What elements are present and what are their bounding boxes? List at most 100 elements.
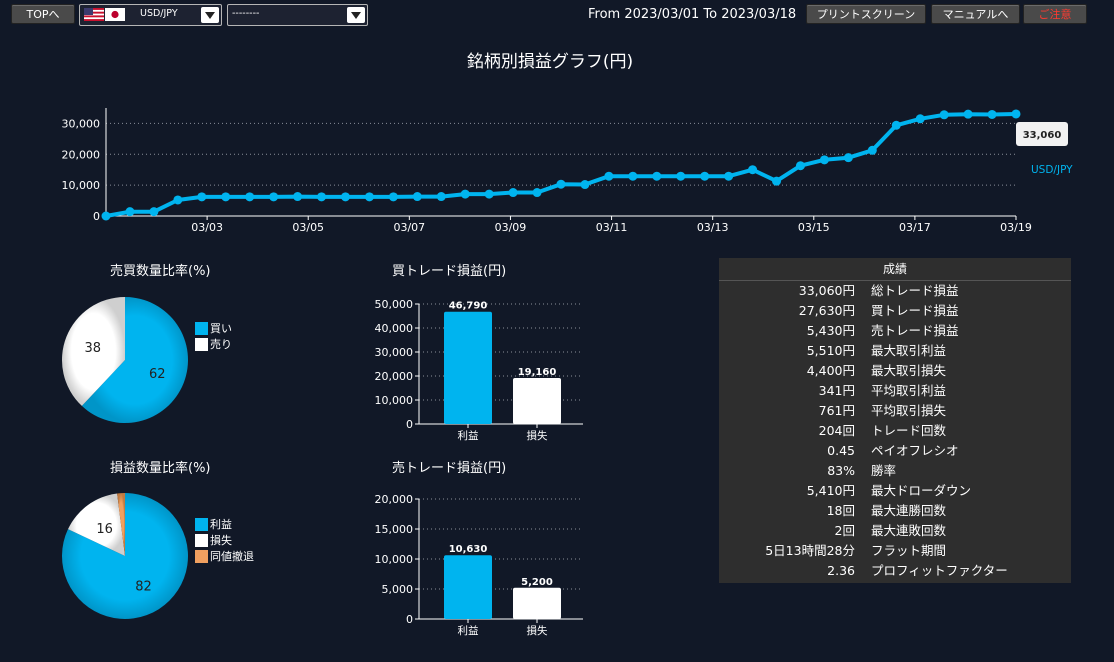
stats-label: フラット期間 <box>871 543 947 558</box>
stats-label: 総トレード損益 <box>871 283 959 298</box>
stats-label: ペイオフレシオ <box>871 443 959 458</box>
pie-slice-label: 38 <box>85 341 102 356</box>
pie-slice <box>67 493 125 556</box>
jp-flag-icon <box>105 8 125 21</box>
data-point <box>412 192 422 202</box>
bar <box>444 555 492 619</box>
stats-value: 5,410円 <box>806 483 855 498</box>
stats-label: 勝率 <box>871 463 897 478</box>
period-text: From 2023/03/01 To 2023/03/18 <box>588 7 797 22</box>
stats-label: 平均取引損失 <box>871 403 947 418</box>
data-point <box>963 109 973 119</box>
pie-slice <box>117 493 125 556</box>
sell-trade-pl-title: 売トレード損益(円) <box>392 461 507 476</box>
last-value-tooltip: 33,060 <box>1016 122 1068 146</box>
manual-button[interactable]: マニュアルへ <box>931 4 1020 24</box>
legend-sell-label: 売り <box>210 338 232 351</box>
stats-label: 最大連敗回数 <box>871 523 947 538</box>
stats-row: 5,430円 売トレード損益 <box>719 321 1071 341</box>
sell-trade-pl-bar-chart: 0 5,000 10,000 15,000 20,000 10,630 利益 5,200 損失 <box>375 493 583 637</box>
data-point <box>221 192 231 202</box>
stats-value: 33,060円 <box>798 283 855 298</box>
stats-label: 最大連勝回数 <box>871 503 947 518</box>
x-tick-label: 03/05 <box>292 221 324 234</box>
data-point <box>939 110 949 120</box>
stats-value: 18回 <box>826 503 855 518</box>
pie-slice <box>62 493 189 619</box>
data-point <box>724 171 734 181</box>
legend-profit: 利益 <box>195 516 232 532</box>
x-tick-label: 03/19 <box>1000 221 1032 234</box>
data-point <box>676 171 686 181</box>
y-tick-label: 20,000 <box>375 493 414 506</box>
legend-profit-label: 利益 <box>210 518 232 531</box>
stats-row: 204回 トレード回数 <box>719 421 1071 441</box>
data-point <box>628 171 638 181</box>
secondary-select[interactable]: -------- <box>227 4 368 26</box>
stats-label: 最大取引損失 <box>871 363 947 378</box>
print-screen-button[interactable]: プリントスクリーン <box>806 4 926 24</box>
data-point <box>269 192 279 202</box>
y-tick-label: 40,000 <box>375 322 414 335</box>
bar <box>444 311 492 424</box>
data-point <box>436 192 446 202</box>
pie-slice <box>61 297 125 406</box>
secondary-select-value: -------- <box>232 8 260 19</box>
chevron-down-icon[interactable] <box>347 7 365 23</box>
stats-value: 204回 <box>818 423 855 438</box>
data-point <box>772 176 782 186</box>
stats-value: 4,400円 <box>806 363 855 378</box>
buy-sell-ratio-pie: 62 38 <box>61 297 188 423</box>
symbol-select-value: USD/JPY <box>140 8 178 19</box>
data-point <box>652 171 662 181</box>
stats-value: 27,630円 <box>798 303 855 318</box>
stats-label: 平均取引利益 <box>871 383 947 398</box>
x-tick-label: 03/07 <box>393 221 425 234</box>
x-tick-label: 03/09 <box>495 221 527 234</box>
stats-row: 341円 平均取引利益 <box>719 381 1071 401</box>
bar-value-label: 19,160 <box>518 367 557 378</box>
x-tick-label: 03/11 <box>596 221 628 234</box>
stats-row: 18回 最大連勝回数 <box>719 501 1071 521</box>
stats-row: 5日13時間28分 フラット期間 <box>719 541 1071 561</box>
y-tick-label: 10,000 <box>375 394 414 407</box>
y-tick-label: 30,000 <box>375 346 414 359</box>
data-point <box>867 145 877 155</box>
stats-row: 2回 最大連敗回数 <box>719 521 1071 541</box>
y-tick-label: 20,000 <box>62 148 101 161</box>
buy-trade-pl-bar-chart: 0 10,000 20,000 30,000 40,000 50,000 46,790 利益 1… <box>375 298 583 442</box>
stats-row: 761円 平均取引損失 <box>719 401 1071 421</box>
top-button[interactable]: TOPへ <box>11 4 75 24</box>
data-point <box>125 207 135 217</box>
x-tick-label: 03/13 <box>697 221 729 234</box>
buy-trade-pl-title: 買トレード損益(円) <box>392 264 507 279</box>
notice-button[interactable]: ご注意 <box>1023 4 1087 24</box>
y-tick-label: 50,000 <box>375 298 414 311</box>
chevron-down-icon[interactable] <box>201 7 219 23</box>
x-tick-label: 損失 <box>527 429 548 442</box>
series-legend-label: USD/JPY <box>1031 164 1073 176</box>
data-point <box>149 207 159 217</box>
data-point <box>580 180 590 190</box>
y-tick-label: 5,000 <box>382 583 414 596</box>
stats-value: 2.36 <box>827 563 855 578</box>
data-point <box>508 188 518 198</box>
stats-row: 33,060円 総トレード損益 <box>719 281 1071 301</box>
x-tick-label: 03/03 <box>191 221 223 234</box>
data-point <box>987 109 997 119</box>
stats-row: 83% 勝率 <box>719 461 1071 481</box>
data-point <box>748 165 758 175</box>
stats-value: 83% <box>827 463 855 478</box>
data-point <box>460 189 470 199</box>
stats-label: トレード回数 <box>871 423 947 438</box>
stats-label: プロフィットファクター <box>871 563 1008 578</box>
data-point <box>556 179 566 189</box>
us-flag-icon <box>84 8 104 21</box>
data-point <box>700 171 710 181</box>
x-tick-label: 03/17 <box>899 221 931 234</box>
bar-value-label: 10,630 <box>449 544 488 555</box>
legend-loss: 損失 <box>195 532 232 548</box>
pie-slice <box>81 297 188 423</box>
symbol-select[interactable]: USD/JPY <box>79 4 222 26</box>
stats-row: 5,510円 最大取引利益 <box>719 341 1071 361</box>
